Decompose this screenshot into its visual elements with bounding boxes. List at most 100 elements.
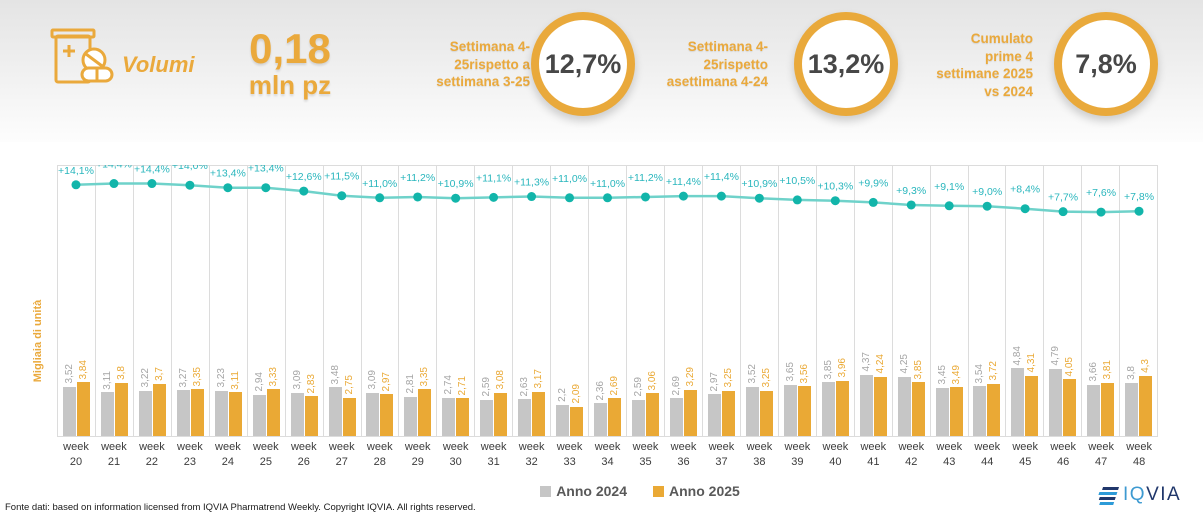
bar: [252, 394, 266, 436]
bar: [873, 376, 887, 436]
grid-column: 2,94 3,33: [248, 166, 286, 436]
bar: [290, 392, 304, 436]
metric-unit: mln pz: [248, 70, 332, 100]
headline-metric: 0,18 mln pz: [205, 28, 375, 101]
grid-column: 3,54 3,72: [969, 166, 1007, 436]
bar: [1025, 375, 1039, 436]
bar-value-label: 3,35: [191, 366, 203, 387]
bar-value-label: 3,25: [760, 368, 772, 388]
bar-value-label: 3,81: [1102, 360, 1114, 380]
iqvia-logo: IQVIA: [1094, 484, 1181, 506]
bar: [266, 389, 280, 436]
bar-value-label: 3,48: [329, 364, 341, 385]
bar-value-label: 4,37: [860, 352, 872, 372]
bar-value-label: 2,71: [457, 375, 469, 396]
brand: Volumi: [50, 24, 195, 86]
bar-value-label: 3,06: [647, 370, 659, 391]
bar: [821, 382, 835, 436]
kpi-week-vs-prevweek-label: Settimana 4- 25rispetto a settimana 3-25: [436, 39, 530, 90]
week-tick-label: week 43: [936, 441, 963, 469]
bar: [62, 386, 76, 436]
grid-column: 4,79 4,05: [1044, 166, 1083, 436]
bar: [911, 382, 925, 436]
bar: [987, 383, 1001, 436]
week-tick-label: week 28: [366, 441, 393, 469]
bar: [897, 376, 911, 436]
bar-value-label: 2,81: [405, 374, 417, 394]
grid-column: 3,8 4,3: [1120, 166, 1157, 436]
bar: [1087, 384, 1101, 436]
week-tick-label: week 27: [328, 441, 355, 469]
kpi-week-vs-prevweek-value: 12,7%: [544, 48, 622, 79]
legend-label-2024: Anno 2024: [556, 483, 627, 499]
bar: [1063, 379, 1077, 436]
legend-label-2025: Anno 2025: [669, 483, 740, 499]
bar-value-label: 3,8: [1126, 365, 1138, 380]
grid-column: 3,65 3,56: [779, 166, 817, 436]
week-tick-label: week 23: [177, 441, 203, 469]
grid-column: 2,81 3,35: [399, 166, 438, 436]
bar: [494, 392, 508, 436]
grid-column: 3,48 2,75: [324, 166, 362, 436]
bar-value-label: 2,63: [519, 376, 531, 397]
kpi-week-vs-prevyear-label: Settimana 4- 25rispetto asettimana 4-24: [666, 39, 768, 90]
bar: [456, 398, 470, 436]
bar-value-label: 3,85: [912, 359, 924, 380]
metric-value: 0,18: [249, 25, 331, 72]
bar-value-label: 4,25: [898, 354, 910, 374]
grid-column: 4,37 4,24: [855, 166, 893, 436]
bar-value-label: 3,65: [784, 362, 796, 382]
volumi-label: Volumi: [122, 52, 195, 77]
kpi-week-vs-prevyear-value: 13,2%: [807, 48, 885, 79]
grid-column: 3,66 3,81: [1082, 166, 1121, 436]
bar-value-label: 4,31: [1026, 353, 1038, 373]
bar-value-label: 4,3: [1140, 358, 1152, 373]
bar: [859, 374, 873, 436]
bar-value-label: 3,84: [77, 359, 89, 380]
bar-value-label: 3,35: [419, 366, 431, 387]
bar: [176, 390, 190, 436]
bar-value-label: 2,59: [481, 377, 493, 397]
legend-item-2024: Anno 2024: [540, 483, 627, 499]
kpi-cumulative-value: 7,8%: [1075, 48, 1137, 79]
bar-value-label: 3,11: [101, 370, 113, 390]
week-tick-label: week 31: [480, 441, 507, 469]
week-tick-label: week 46: [1050, 441, 1077, 469]
week-tick-label: week 20: [63, 441, 89, 469]
bar: [228, 392, 242, 436]
bar-value-label: 2,94: [253, 372, 265, 392]
week-tick-label: week 22: [139, 441, 165, 469]
week-tick-label: week 26: [290, 441, 317, 469]
week-tick-label: week 44: [974, 441, 1001, 469]
grid-column: 3,52 3,25: [741, 166, 779, 436]
grid-column: 3,09 2,97: [362, 166, 400, 436]
week-tick-label: week 35: [632, 441, 659, 469]
bar: [835, 380, 849, 436]
bar-value-label: 3,85: [822, 359, 834, 380]
bar-value-label: 2,69: [670, 375, 682, 396]
legend: Anno 2024 Anno 2025: [0, 483, 1203, 499]
grid-column: 3,11 3,8: [96, 166, 134, 436]
bar: [632, 399, 646, 436]
bar: [669, 398, 683, 436]
bar: [518, 399, 532, 436]
grid-column: 2,59 3,08: [475, 166, 514, 436]
bar: [721, 390, 735, 436]
week-tick-label: week 42: [898, 441, 925, 469]
bar-value-label: 3,25: [722, 368, 734, 388]
bar: [304, 396, 318, 436]
grid-column: 3,45 3,49: [931, 166, 969, 436]
grid-column: 2,59 3,06: [627, 166, 665, 436]
week-tick-label: week 30: [442, 441, 469, 469]
y-axis-label: Migliaia di unità: [32, 299, 44, 383]
week-tick-label: week 33: [556, 441, 583, 469]
bar-value-label: 3,22: [139, 368, 151, 388]
bar-value-label: 3,17: [533, 369, 545, 389]
bar: [480, 399, 494, 436]
bar-value-label: 3,09: [291, 370, 303, 390]
bar: [404, 396, 418, 436]
bar: [1139, 375, 1153, 436]
bar-value-label: 3,27: [177, 367, 189, 388]
bar-value-label: 3,45: [936, 365, 948, 385]
